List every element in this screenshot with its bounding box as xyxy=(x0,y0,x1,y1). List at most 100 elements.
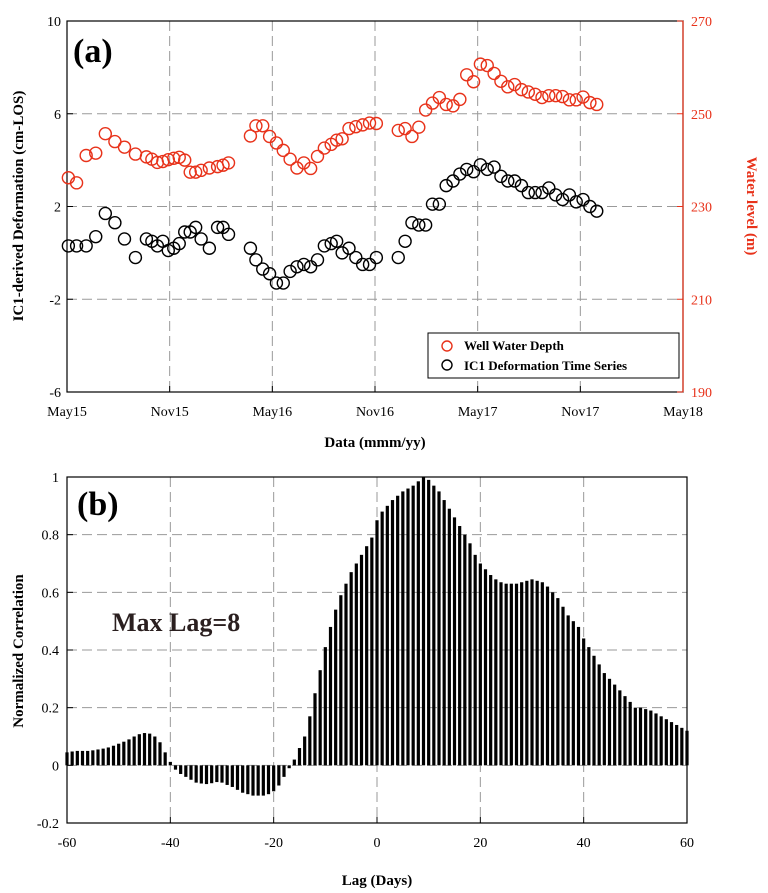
well-water-point xyxy=(178,153,192,167)
correlation-bar xyxy=(163,752,167,766)
correlation-bar xyxy=(447,508,451,766)
well-water-point xyxy=(514,82,529,97)
correlation-bar xyxy=(287,765,291,769)
y-right-tick-label: 250 xyxy=(691,108,712,123)
well-water-point xyxy=(349,120,363,134)
ic1-deformation-point xyxy=(202,241,217,255)
legend-marker-ic1 xyxy=(441,359,453,371)
ic1-deformation-point xyxy=(210,220,225,235)
well-water-point xyxy=(276,143,290,158)
well-water-point xyxy=(535,90,549,105)
ic1-deformation-point xyxy=(590,204,604,218)
well-water-point xyxy=(262,129,277,144)
well-water-point xyxy=(98,126,113,141)
panel-a-axes: May15 Nov15 May16 Nov16 May17 Nov17 May18 -6 -2 2… xyxy=(47,15,712,420)
ic1-deformation-point xyxy=(432,197,447,211)
correlation-bar xyxy=(80,750,85,766)
well-water-point xyxy=(256,119,270,133)
ic1-deformation-point xyxy=(569,195,583,209)
correlation-bar xyxy=(158,742,162,766)
ic1-deformation-point xyxy=(528,185,542,200)
correlation-bar xyxy=(458,526,462,766)
ic1-deformation-point xyxy=(535,185,549,200)
correlation-bar xyxy=(142,733,147,766)
correlation-bar xyxy=(75,750,79,766)
correlation-bar xyxy=(91,750,95,766)
well-water-point xyxy=(521,85,536,99)
correlation-bar xyxy=(370,537,374,766)
ic1-deformation-point xyxy=(446,174,460,188)
well-water-point xyxy=(487,66,501,81)
correlation-bar xyxy=(654,713,658,766)
well-water-point xyxy=(418,103,433,117)
panel-a-ylabel: IC1-derived Deformation (cm-LOS) xyxy=(11,91,27,322)
ic1-deformation-point xyxy=(172,236,186,251)
ic1-deformation-point xyxy=(317,239,332,253)
x-tick-label: Nov17 xyxy=(561,405,599,420)
y-tick-label: -6 xyxy=(49,386,61,401)
y-tick-label: 6 xyxy=(54,108,61,123)
correlation-bar xyxy=(220,765,224,783)
correlation-bar xyxy=(349,572,353,766)
well-water-point xyxy=(473,57,488,71)
ic1-deformation-point xyxy=(303,260,318,274)
correlation-bar xyxy=(246,765,250,795)
well-water-point xyxy=(290,161,304,175)
max-lag-annotation: Max Lag=8 xyxy=(112,608,240,637)
y-right-tick-label: 210 xyxy=(691,293,712,308)
ic1-deformation-point xyxy=(98,206,113,221)
y-tick-label: 10 xyxy=(47,15,61,30)
correlation-bar xyxy=(117,743,121,766)
y-right-tick-label: 190 xyxy=(691,386,712,401)
correlation-bar xyxy=(463,534,467,766)
panel-a: May15 Nov15 May16 Nov16 May17 Nov17 May18 -6 -2 2… xyxy=(11,15,759,451)
correlation-bar xyxy=(359,554,364,766)
ic1-deformation-point xyxy=(473,158,488,172)
correlation-bar xyxy=(494,579,498,766)
x-tick-label: May15 xyxy=(47,405,87,420)
well-water-point xyxy=(590,97,604,112)
correlation-bar xyxy=(437,491,441,766)
correlation-bar xyxy=(669,722,674,766)
correlation-bar xyxy=(587,647,591,766)
ic1-deformation-point xyxy=(89,229,103,244)
well-water-point xyxy=(335,132,349,146)
ic1-deformation-point xyxy=(507,174,522,188)
panel-b-marks xyxy=(65,477,689,796)
ic1-deformation-point xyxy=(269,276,284,290)
correlation-bar xyxy=(390,500,395,766)
correlation-bar xyxy=(215,765,219,783)
well-water-point xyxy=(167,151,181,165)
well-water-point xyxy=(128,147,143,161)
well-water-point xyxy=(562,93,577,107)
ic1-deformation-point xyxy=(576,192,590,207)
ic1-deformation-point xyxy=(439,178,453,193)
correlation-bar xyxy=(313,693,317,766)
correlation-bar xyxy=(148,733,152,766)
ic1-deformation-point xyxy=(194,232,208,246)
ic1-deformation-point xyxy=(487,160,501,174)
x-tick-label: 0 xyxy=(374,836,381,851)
ic1-deformation-point xyxy=(178,225,192,239)
well-water-point xyxy=(317,141,332,155)
well-water-point xyxy=(249,119,263,133)
well-water-point xyxy=(583,95,597,110)
correlation-bar xyxy=(277,765,281,786)
ic1-deformation-point xyxy=(297,257,311,272)
x-tick-label: May16 xyxy=(252,405,292,420)
panel-b: -60 -40 -20 0 20 40 60 -0.2 0 0.2 0.4 0.6 0.8 1 (b) M… xyxy=(11,471,694,889)
well-water-point xyxy=(362,116,377,130)
well-water-point xyxy=(501,80,515,94)
correlation-bar xyxy=(649,710,653,766)
correlation-bar xyxy=(582,638,586,766)
ic1-deformation-point xyxy=(583,199,597,214)
ic1-deformation-point xyxy=(329,234,344,248)
legend-marker-well xyxy=(441,340,453,352)
correlation-bar xyxy=(297,748,302,766)
correlation-bar xyxy=(556,598,560,766)
correlation-bar xyxy=(111,745,116,766)
ic1-deformation-point xyxy=(61,239,76,253)
well-water-point xyxy=(569,93,583,107)
y-tick-label: 0.6 xyxy=(42,586,60,601)
ic1-deformation-point xyxy=(243,241,258,255)
